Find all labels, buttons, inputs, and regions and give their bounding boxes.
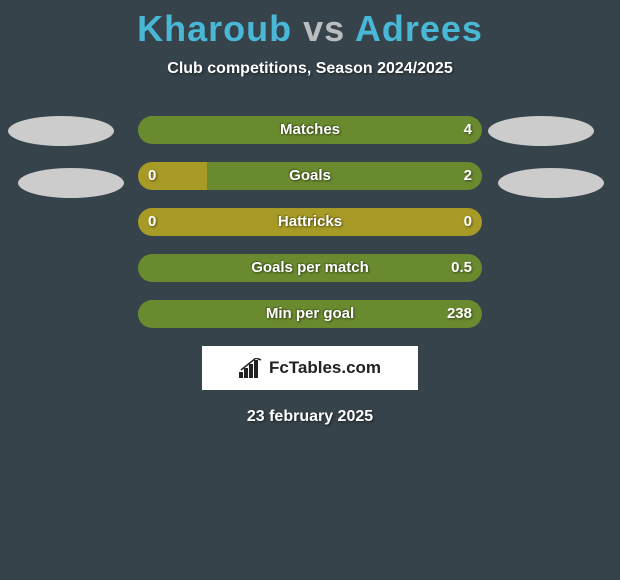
stat-value-right: 0 (464, 208, 472, 236)
stat-value-right: 0.5 (451, 254, 472, 282)
chart-container: Matches4Goals02Hattricks00Goals per matc… (0, 116, 620, 426)
stat-row: Min per goal238 (138, 300, 482, 328)
brand-name: FcTables.com (269, 358, 381, 378)
comparison-title: Kharoub vs Adrees (0, 0, 620, 50)
stat-row: Hattricks0 0 (138, 208, 482, 236)
stat-value-right: 2 (464, 162, 472, 190)
stat-label: Goals per match (138, 254, 482, 282)
player1-name: Kharoub (137, 8, 292, 49)
avatar-placeholder-right-1 (488, 116, 594, 146)
chart-icon (239, 358, 263, 378)
stat-label: Min per goal (138, 300, 482, 328)
stat-row: Goals0 2 (138, 162, 482, 190)
stat-label: Hattricks (138, 208, 482, 236)
stat-row: Goals per match0.5 (138, 254, 482, 282)
stat-label: Matches (138, 116, 482, 144)
stat-bars: Matches4Goals02Hattricks00Goals per matc… (138, 116, 482, 328)
stat-value-left: 0 (148, 208, 156, 236)
stat-row: Matches4 (138, 116, 482, 144)
brand-badge: FcTables.com (202, 346, 418, 390)
snapshot-date: 23 february 2025 (0, 408, 620, 426)
stat-value-left: 0 (148, 162, 156, 190)
stat-value-right: 4 (464, 116, 472, 144)
subtitle: Club competitions, Season 2024/2025 (0, 60, 620, 78)
player2-name: Adrees (355, 8, 483, 49)
avatar-placeholder-left-2 (18, 168, 124, 198)
stat-label: Goals (138, 162, 482, 190)
stat-value-right: 238 (447, 300, 472, 328)
avatar-placeholder-left-1 (8, 116, 114, 146)
avatar-placeholder-right-2 (498, 168, 604, 198)
vs-separator: vs (303, 8, 345, 49)
